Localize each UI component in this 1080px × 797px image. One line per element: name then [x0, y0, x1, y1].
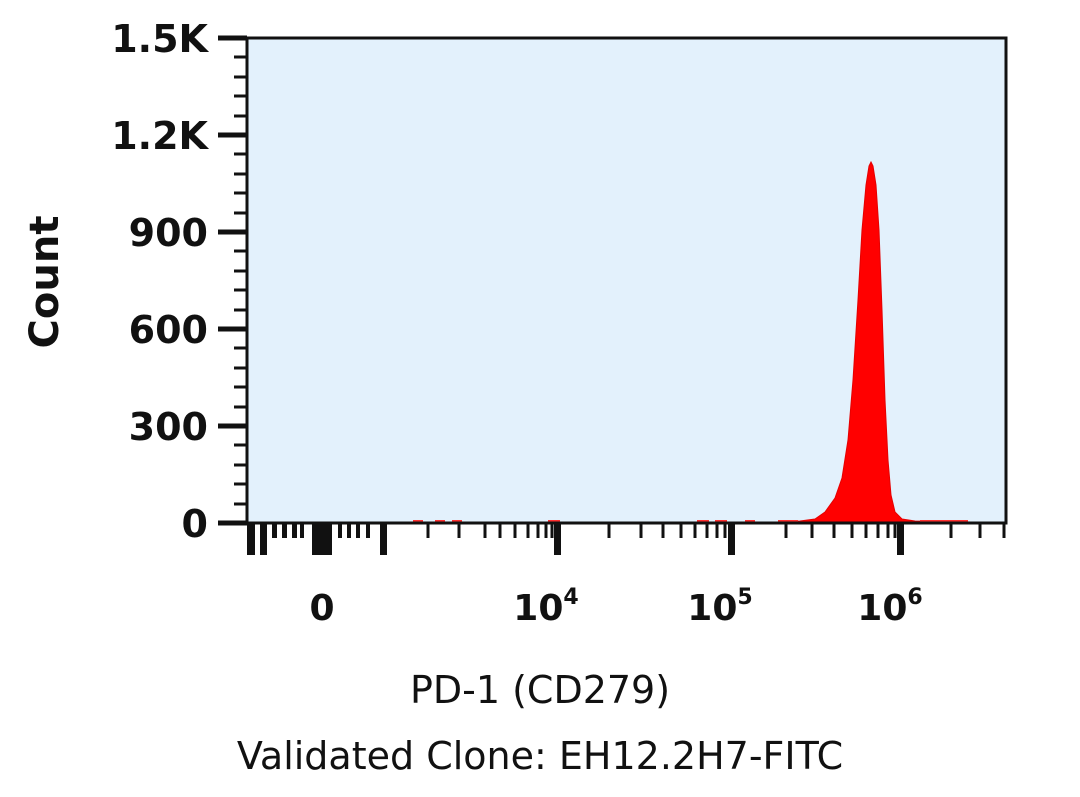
x-axis-label: PD-1 (CD279)	[409, 668, 671, 712]
x-tick-labels: 0 104 105 106	[309, 585, 922, 629]
x-axis	[247, 523, 1006, 555]
y-tick-label: 900	[129, 211, 208, 255]
y-tick-label: 0	[182, 502, 208, 546]
y-tick-label: 300	[129, 405, 208, 449]
x-tick-label-1e6: 106	[857, 585, 922, 629]
y-axis	[218, 35, 247, 526]
y-tick-label: 1.2K	[111, 114, 209, 158]
y-tick-label: 1.5K	[111, 17, 209, 61]
x-tick-label-1e5: 105	[687, 585, 752, 629]
plot-frame	[245, 36, 1008, 525]
x-tick-label-zero: 0	[309, 588, 334, 629]
x-axis-sublabel: Validated Clone: EH12.2H7-FITC	[236, 734, 844, 778]
plot-area	[247, 38, 1006, 523]
y-axis-label: Count	[22, 216, 68, 349]
y-tick-label: 600	[129, 308, 208, 352]
y-tick-labels: 1.5K 1.2K 900 600 300 0	[111, 17, 209, 546]
x-tick-label-1e4: 104	[513, 585, 578, 629]
